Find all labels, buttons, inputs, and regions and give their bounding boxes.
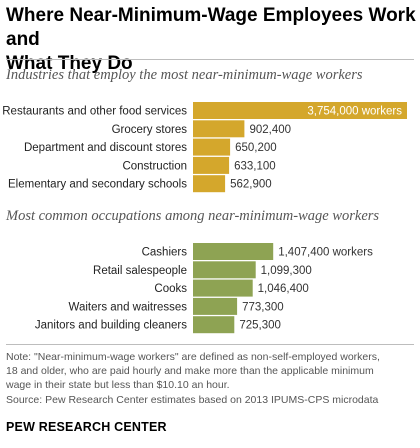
note-divider <box>6 344 414 345</box>
title-divider <box>6 59 414 60</box>
chart-note: Note: "Near-minimum-wage workers" are de… <box>6 350 416 407</box>
note-line-2: 18 and older, who are paid hourly and ma… <box>6 365 374 378</box>
occupation-value-label: 1,099,300 <box>261 265 312 277</box>
note-line-1: Note: "Near-minimum-wage workers" are de… <box>6 351 380 363</box>
chart-title-line-2: What They Do <box>6 53 133 74</box>
occupation-category-label: Waiters and waitresses <box>69 301 188 313</box>
bar-charts: Restaurants and other food services 3,754… <box>2 102 407 334</box>
occupation-bar <box>193 261 256 279</box>
industry-category-label: Construction <box>122 160 187 172</box>
industry-category-label: Restaurants and other food services <box>2 106 187 118</box>
occupation-category-label: Cooks <box>154 283 187 295</box>
occupation-bar <box>193 297 238 315</box>
industry-value-label: 562,900 <box>230 179 272 191</box>
industry-bar <box>193 156 230 174</box>
industry-bar <box>193 120 245 138</box>
occupation-category-label: Retail salespeople <box>93 265 187 277</box>
occupation-category-label: Janitors and building cleaners <box>35 320 187 332</box>
note-line-3: wage in their state but less than $10.10… <box>6 379 230 392</box>
occupation-value-label: 773,300 <box>242 301 284 313</box>
chart-title-line-1: Where Near-Minimum-Wage Employees Work a… <box>6 5 416 50</box>
occupation-value-label: 1,046,400 <box>258 283 309 295</box>
industry-value-label: 3,754,000 workers <box>307 106 402 118</box>
occupation-category-label: Cashiers <box>142 247 188 259</box>
occupation-bar <box>193 243 274 260</box>
industry-category-label: Grocery stores <box>112 124 188 136</box>
occupation-value-label: 1,407,400 workers <box>278 247 373 259</box>
industries-subtitle: Industries that employ the most near-min… <box>6 67 363 83</box>
industry-bar <box>193 175 226 193</box>
industry-value-label: 650,200 <box>235 142 277 154</box>
occupations-subtitle: Most common occupations among near-minim… <box>6 208 380 224</box>
industry-value-label: 633,100 <box>234 160 276 172</box>
industry-bar <box>193 138 231 156</box>
industry-category-label: Department and discount stores <box>24 142 187 154</box>
occupation-value-label: 725,300 <box>239 320 281 332</box>
source-line: Source: Pew Research Center estimates ba… <box>6 393 379 406</box>
industry-value-label: 902,400 <box>249 124 291 136</box>
occupation-bar <box>193 279 253 297</box>
industry-bar <box>193 102 407 119</box>
brand-name: PEW RESEARCH CENTER <box>6 420 167 434</box>
industry-category-label: Elementary and secondary schools <box>8 179 187 191</box>
occupation-bar <box>193 316 235 334</box>
chart-title: Where Near-Minimum-Wage Employees Work a… <box>6 4 416 76</box>
